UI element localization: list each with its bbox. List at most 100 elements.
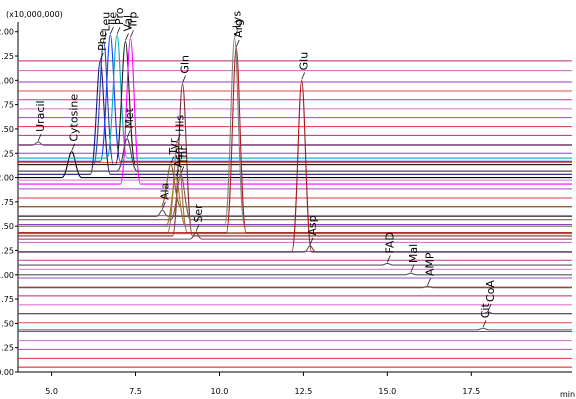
y-tick-label-2: .50 [1,319,14,328]
leader-amp [427,277,431,286]
y-tick-label-8: 2.00 [0,174,14,183]
leader-coa [487,303,492,312]
leader-cit [482,320,487,328]
trace-tyr [18,164,572,208]
y-tick-label-7: .75 [1,198,14,207]
peak-label-mal: Mal [407,244,420,263]
leader-arg [235,39,240,48]
peak-label-lys: Lys [231,11,244,29]
y-tick-label-0: 0.00 [0,368,14,377]
leader-val [125,33,129,41]
leader-fad [387,255,391,263]
leader-uracil [37,133,42,142]
y-multiplier-label: (x10,000,000) [6,10,63,19]
leader-asp [309,237,314,245]
y-tick-label-1: .25 [1,344,14,353]
peak-label-fad: FAD [383,232,396,253]
leader-phe [99,52,104,61]
peak-label-met: Met [123,107,136,128]
leader-ile [110,26,114,35]
x-tick-label-1: 7.5 [129,387,142,396]
peak-label-amp: AMP [424,252,437,276]
x-tick-label-4: 15.0 [378,387,396,396]
leader-pro [116,26,121,35]
x-tick-label-0: 5.0 [45,387,58,396]
peak-label-cytosine: Cytosine [68,94,81,142]
leader-tyr [170,156,175,164]
x-tick-label-2: 10.0 [211,387,229,396]
peak-label-asn: Asn [172,147,185,167]
trace-mal [18,272,572,276]
trace-fad [18,262,572,266]
y-tick-label-6: .50 [1,222,14,231]
y-tick-label-10: .50 [1,125,14,134]
y-tick-label-5: .25 [1,246,14,255]
trace-trp [18,37,572,185]
trace-ala [18,209,572,217]
peak-label-cit: Cit [479,303,492,319]
peak-label-arg: Arg [232,19,245,38]
trace-uracil [18,141,572,146]
leader-met [126,130,131,138]
trace-glu [18,79,572,253]
y-tick-label-3: .75 [1,295,14,304]
trace-phe [18,60,572,175]
x-ticks: 5.0 7.5 10.0 12.5 15.0 17.5 [45,372,480,396]
peak-label-asp: Asp [306,215,319,235]
leader-glu [301,72,306,80]
peak-label-trp: Trp [126,12,139,30]
peak-label-leu: Leu [100,12,113,32]
trace-leu [18,40,572,166]
trace-arg [18,47,572,234]
peak-label-glu: Glu [298,52,311,71]
y-ticks: 0.00 .25 .50 .75 1.00 .25 .50 .75 2.00 .25 .50 .75 1… [0,28,18,377]
y-tick-label-12: 1.00 [0,76,14,85]
traces [18,34,572,331]
trace-coa [18,311,572,315]
leader-mal [410,265,415,273]
leader-ala [162,201,166,210]
leader-leu [103,33,107,41]
leader-his [177,133,181,142]
x-tick-label-5: 17.5 [462,387,480,396]
peak-label-tyr: Tyr [167,138,180,156]
peak-label-pro: Pro [113,7,126,25]
trace-ile [18,34,572,162]
leader-cytosine [71,143,76,151]
peak-label-coa: CoA [484,280,497,302]
trace-met [18,138,572,172]
peak-label-ile: Ile [106,12,119,25]
peak-label-ala: Ala [158,183,171,200]
y-tick-label-9: .25 [1,149,14,158]
leader-asn [175,169,180,177]
leader-lys [234,30,238,38]
y-tick-label-4: 1.00 [0,271,14,280]
peak-label-val: Val [121,15,134,31]
x-axis-label: min [560,390,575,399]
baselines [18,60,572,368]
peak-label-his: His [173,115,186,132]
y-tick-label-14: 2.00 [0,28,14,37]
trace-amp [18,285,572,289]
trace-pro [18,34,572,159]
trace-gln [18,83,572,237]
trace-val [18,40,572,166]
peak-label-uracil: Uracil [34,100,47,131]
trace-cit [18,327,572,331]
trace-asp [18,245,572,253]
trace-thr [18,173,572,221]
peak-label-gln: Gln [179,55,192,74]
y-tick-label-13: .25 [1,52,14,61]
leader-trp [130,30,134,38]
peak-label-thr: Thr [177,146,190,166]
y-tick-label-11: .75 [1,101,14,110]
x-tick-label-3: 12.5 [294,387,312,396]
trace-asn [18,177,572,227]
peak-label-ser: Ser [192,204,205,223]
peak-label-phe: Phe [96,30,109,51]
leader-thr [180,166,185,174]
leader-ser [195,224,200,232]
trace-lys [18,37,572,227]
